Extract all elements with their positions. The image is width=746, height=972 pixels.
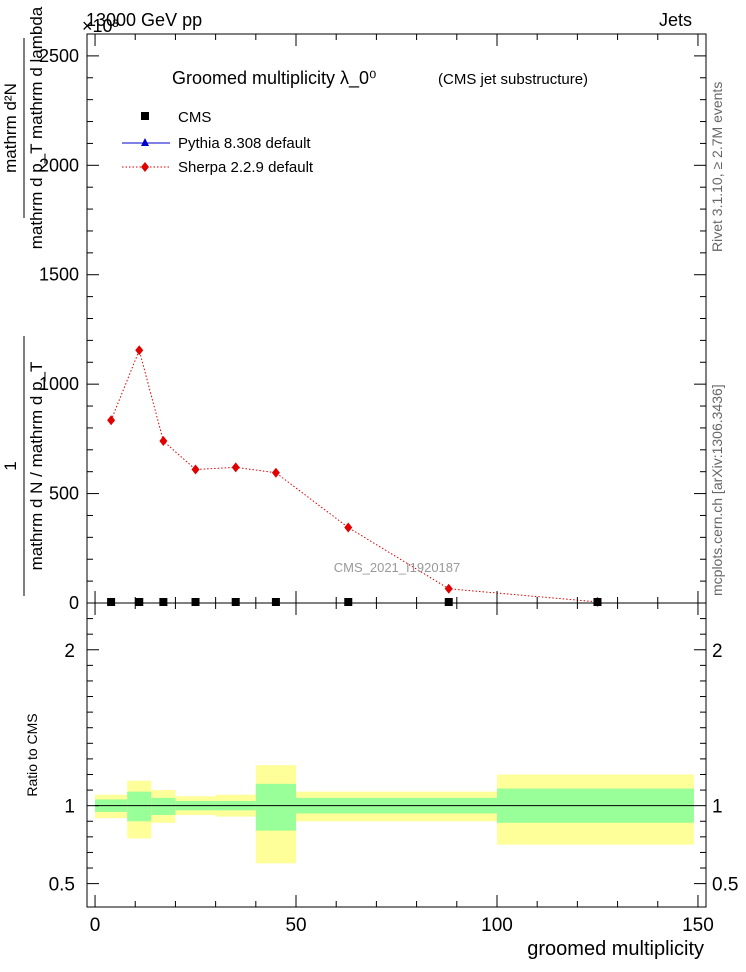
cms-point	[444, 598, 453, 606]
cms-point	[344, 598, 353, 606]
ratio-y-tick-label: 1	[64, 797, 75, 818]
y-axis-label: 1 mathrm d N / mathrm d p_T mathrm d²N m…	[1, 6, 46, 596]
sherpa-point	[191, 464, 200, 475]
y-label-right-numerator: mathrm d²N	[1, 83, 20, 173]
plot-subtitle: (CMS jet substructure)	[438, 71, 588, 88]
ratio-y-tick-label-right: 1	[712, 797, 723, 818]
ratio-y-axis-label: Ratio to CMS	[24, 713, 40, 796]
ratio-plot-panel: 0.5 0.5 1 1 2 2 0 50 100 150 Ratio to CMS	[24, 602, 738, 936]
sherpa-point	[107, 415, 116, 426]
sherpa-point	[159, 436, 168, 447]
main-y-tick-label: 1500	[39, 265, 79, 285]
legend-label-cms: CMS	[178, 109, 211, 126]
rivet-version-label: Rivet 3.1.10, ≥ 2.7M events	[709, 82, 725, 252]
ratio-plot-frame	[86, 602, 707, 908]
y-label-one: 1	[1, 461, 20, 470]
sherpa-point	[135, 345, 144, 356]
legend-entry-cms: CMS	[141, 109, 211, 126]
x-tick-label: 50	[285, 915, 306, 936]
legend: CMS Pythia 8.308 default Sherpa 2.2.9 de…	[122, 109, 314, 176]
main-plot-panel: 0 500 1000 1500 2000 2500 Groomed multiplicit…	[1, 6, 707, 613]
cms-point	[191, 598, 200, 606]
legend-marker-pythia	[141, 138, 149, 146]
y-label-left-denominator: mathrm d N / mathrm d p_T	[27, 362, 46, 571]
watermark: CMS_2021_I1920187	[334, 560, 461, 575]
sherpa-point	[271, 467, 280, 478]
ratio-y-tick-label: 0.5	[49, 875, 75, 896]
ratio-inner-band	[151, 797, 176, 816]
plot-title: Groomed multiplicity λ_0⁰	[172, 68, 376, 89]
header-process: Jets	[659, 10, 692, 30]
y-label-right-denominator: mathrm d p_T mathrm d lambda	[27, 6, 46, 249]
ratio-inner-band	[127, 791, 152, 822]
main-y-tick-label: 0	[69, 593, 79, 613]
main-y-tick-label: 500	[49, 484, 79, 504]
cms-point	[135, 598, 144, 606]
cms-point	[231, 598, 240, 606]
sherpa-point	[344, 522, 353, 533]
ratio-inner-band	[255, 783, 297, 831]
ratio-y-tick-label-right: 2	[712, 641, 723, 662]
cms-point	[271, 598, 280, 606]
main-y-tick-label: 1000	[39, 374, 79, 394]
legend-label-pythia: Pythia 8.308 default	[178, 135, 311, 152]
cms-point	[159, 598, 168, 606]
legend-label-sherpa: Sherpa 2.2.9 default	[178, 159, 314, 176]
legend-marker-cms	[141, 112, 149, 120]
main-y-tick-label: 2500	[39, 46, 79, 66]
x-tick-label: 150	[682, 915, 714, 936]
sherpa-point	[444, 583, 453, 594]
ratio-y-tick-label: 2	[64, 641, 75, 662]
x-axis-label: groomed multiplicity	[527, 938, 704, 960]
legend-entry-sherpa: Sherpa 2.2.9 default	[122, 159, 314, 176]
legend-marker-sherpa	[141, 162, 149, 172]
legend-entry-pythia: Pythia 8.308 default	[122, 135, 311, 152]
header-energy: 13000 GeV pp	[86, 10, 202, 30]
main-y-tick-label: 2000	[39, 155, 79, 175]
sherpa-point	[231, 462, 240, 473]
cms-point	[107, 598, 116, 606]
y-axis-exponent: ×10³	[82, 16, 119, 36]
x-tick-label: 100	[481, 915, 513, 936]
ratio-y-tick-label-right: 0.5	[712, 875, 738, 896]
x-tick-label: 0	[90, 915, 101, 936]
mcplots-label: mcplots.cern.ch [arXiv:1306.3436]	[709, 384, 725, 596]
cms-point	[593, 598, 602, 606]
